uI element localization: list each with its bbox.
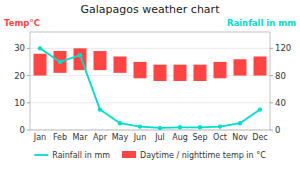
y-axis-label: Temp°C [4,18,40,28]
legend: Rainfall in mm Daytime / nighttime temp i… [34,151,266,160]
x-tick-label: Aug [172,133,188,142]
rainfall-point [98,107,102,111]
temp-bar [34,54,47,76]
x-tick-label: Jul [154,133,165,142]
rainfall-point [118,121,122,125]
rainfall-point [138,124,142,128]
rainfall-point [38,46,42,50]
x-tick-label: May [112,133,129,142]
y-tick [27,130,30,131]
x-tick-label: Apr [93,133,108,142]
x-tick-label: Jun [133,133,147,142]
temp-bar [154,65,167,81]
x-tick-label: Jan [33,133,46,142]
plot-frame [30,32,270,130]
legend-label: Rainfall in mm [52,151,110,160]
y2-tick [270,130,273,131]
temp-bar [194,65,207,81]
temp-bar [214,62,227,78]
x-tick-label: Oct [213,133,227,142]
y-tick [27,48,30,49]
y-tick-label: 10 [14,98,25,108]
rainfall-point [58,60,62,64]
x-tick-label: Dec [252,133,267,142]
y2-tick [270,102,273,103]
legend-swatch [122,151,136,158]
x-tick-label: Feb [53,133,67,142]
legend-swatch [34,154,48,156]
rainfall-point [178,125,182,129]
temp-bar [134,62,147,78]
temp-bar [174,65,187,81]
temp-bar [54,51,67,73]
rainfall-point [238,121,242,125]
x-tick-label: Sep [192,133,207,142]
temp-bar [94,51,107,70]
rainfall-point [158,126,162,130]
y2-tick-label: 80 [275,71,286,81]
y-tick [27,75,30,76]
grid-line [30,102,270,103]
y2-tick-label: 0 [275,125,280,135]
y-tick [27,102,30,103]
x-tick-label: Nov [232,133,248,142]
x-tick-label: Mar [72,133,88,142]
rainfall-point [78,53,82,57]
rainfall-line [40,48,260,128]
y2-axis-label: Rainfall in mm [227,18,296,28]
temp-bar [254,57,267,76]
y2-tick [270,48,273,49]
marks [34,46,267,130]
legend-label: Daytime / nighttime temp in °C [140,151,266,160]
temp-bar [234,59,247,75]
y2-tick [270,75,273,76]
y-tick-label: 0 [20,125,25,135]
temp-bar [114,57,127,73]
rainfall-point [258,107,262,111]
grid-line [30,48,270,49]
y-tick-label: 30 [14,43,25,53]
y-tick-label: 20 [14,71,25,81]
title: Galapagos weather chart [81,3,221,16]
rainfall-point [218,124,222,128]
y2-tick-label: 120 [275,43,291,53]
chart: 0 10 20 30 0 40 80 120 Jan Feb Mar Apr May Jun Jul Aug S… [0,0,300,169]
y2-tick-label: 40 [275,98,286,108]
rainfall-point [198,125,202,129]
